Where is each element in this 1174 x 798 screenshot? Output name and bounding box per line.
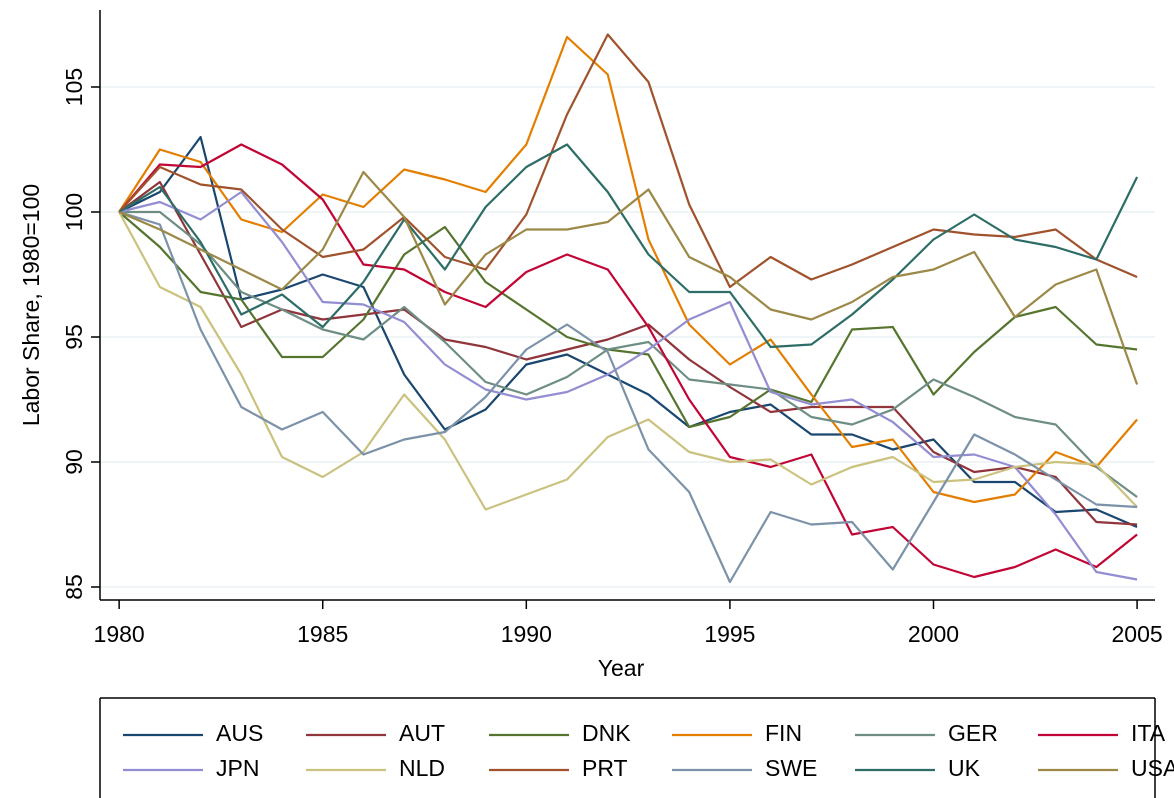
legend-label: FIN [765, 720, 802, 746]
series-line [118, 135, 1138, 529]
legend-label: UK [948, 755, 981, 781]
legend-label: AUT [399, 720, 445, 746]
legend-label: PRT [582, 755, 628, 781]
series-line [118, 180, 1138, 526]
series-line [118, 211, 1138, 511]
y-tick-label: 85 [61, 574, 87, 600]
legend-label: USA [1131, 755, 1174, 781]
series-line [118, 143, 1138, 579]
legend-label: AUS [216, 720, 263, 746]
series-line [118, 170, 1139, 385]
series-line [119, 210, 1138, 498]
legend-label: JPN [216, 755, 259, 781]
y-axis-label: Labor Share, 1980=100 [18, 184, 44, 426]
x-tick-label: 2000 [908, 621, 959, 647]
series-line [118, 211, 1138, 429]
series-line [118, 143, 1139, 349]
legend-label: ITA [1131, 720, 1166, 746]
x-axis-label: Year [598, 655, 645, 681]
legend-label: DNK [582, 720, 631, 746]
legend-label: NLD [399, 755, 445, 781]
y-tick-label: 100 [61, 193, 87, 231]
y-tick-label: 105 [61, 68, 87, 106]
y-tick-label: 95 [61, 324, 87, 350]
x-tick-label: 2005 [1111, 621, 1162, 647]
x-tick-label: 1995 [704, 621, 755, 647]
x-tick-label: 1980 [94, 621, 145, 647]
x-tick-label: 1990 [501, 621, 552, 647]
series-line [118, 33, 1138, 289]
legend-label: GER [948, 720, 998, 746]
y-tick-label: 90 [61, 449, 87, 475]
series-line [118, 190, 1138, 581]
series-line [118, 35, 1138, 504]
legend-label: SWE [765, 755, 817, 781]
series-line [118, 210, 1138, 584]
x-tick-label: 1985 [297, 621, 348, 647]
